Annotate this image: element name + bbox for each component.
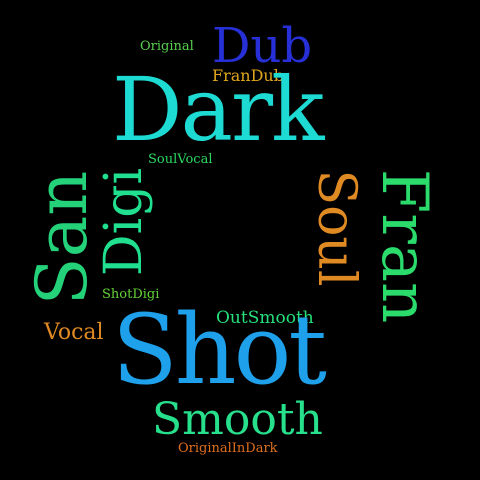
word-dub: Dub: [212, 18, 313, 74]
word-shot: Shot: [112, 294, 327, 406]
word-soulvocal: SoulVocal: [148, 152, 213, 167]
word-soul: Soul: [306, 169, 366, 287]
word-original: Original: [140, 39, 194, 54]
word-frandub: FranDub: [212, 66, 284, 85]
word-digi: Digi: [94, 167, 154, 277]
word-smooth: Smooth: [152, 394, 323, 445]
word-dark: Dark: [112, 58, 324, 161]
word-fran: Fran: [367, 168, 441, 324]
word-outsmooth: OutSmooth: [216, 308, 314, 328]
word-originalindark: OriginalInDark: [178, 441, 278, 456]
word-shotdigi: ShotDigi: [102, 287, 160, 302]
word-vocal: Vocal: [44, 320, 104, 345]
word-san: San: [21, 170, 103, 306]
